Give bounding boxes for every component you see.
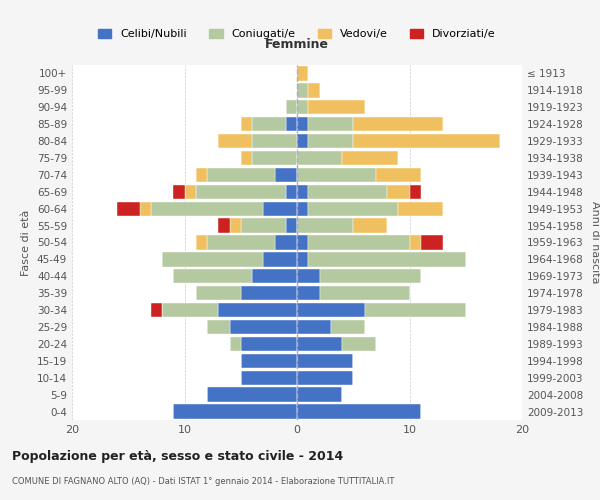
Bar	[308, 100, 365, 114]
Bar	[117, 202, 139, 216]
Bar	[297, 218, 353, 233]
Bar	[218, 134, 252, 148]
Bar	[275, 236, 297, 250]
Bar	[241, 354, 297, 368]
Bar	[297, 100, 308, 114]
Bar	[286, 218, 297, 233]
Bar	[207, 388, 297, 402]
Text: COMUNE DI FAGNANO ALTO (AQ) - Dati ISTAT 1° gennaio 2014 - Elaborazione TUTTITAL: COMUNE DI FAGNANO ALTO (AQ) - Dati ISTAT…	[12, 478, 394, 486]
Bar	[297, 66, 308, 80]
Bar	[173, 269, 252, 283]
Bar	[297, 202, 308, 216]
Bar	[275, 168, 297, 182]
Bar	[185, 184, 196, 199]
Bar	[331, 320, 365, 334]
Bar	[297, 370, 353, 385]
Bar	[409, 184, 421, 199]
Bar	[207, 320, 229, 334]
Bar	[241, 336, 297, 351]
Bar	[308, 236, 409, 250]
Bar	[218, 218, 229, 233]
Bar	[241, 286, 297, 300]
Legend: Celibi/Nubili, Coniugati/e, Vedovi/e, Divorziati/e: Celibi/Nubili, Coniugati/e, Vedovi/e, Di…	[94, 24, 500, 44]
Bar	[241, 218, 286, 233]
Bar	[252, 134, 297, 148]
Bar	[297, 286, 320, 300]
Bar	[320, 269, 421, 283]
Bar	[196, 286, 241, 300]
Bar	[252, 151, 297, 165]
Bar	[398, 202, 443, 216]
Bar	[229, 218, 241, 233]
Bar	[353, 134, 499, 148]
Bar	[229, 320, 297, 334]
Bar	[365, 303, 466, 318]
Bar	[342, 151, 398, 165]
Bar	[353, 117, 443, 132]
Bar	[196, 184, 286, 199]
Bar	[297, 151, 342, 165]
Bar	[241, 117, 252, 132]
Bar	[308, 184, 387, 199]
Bar	[196, 236, 207, 250]
Bar	[151, 303, 162, 318]
Bar	[297, 252, 308, 266]
Bar	[196, 168, 207, 182]
Bar	[207, 168, 275, 182]
Bar	[218, 303, 297, 318]
Bar	[297, 134, 308, 148]
Bar	[297, 404, 421, 418]
Bar	[297, 303, 365, 318]
Bar	[308, 83, 320, 98]
Y-axis label: Anni di nascita: Anni di nascita	[590, 201, 600, 284]
Bar	[297, 320, 331, 334]
Bar	[297, 83, 308, 98]
Bar	[162, 303, 218, 318]
Bar	[342, 336, 376, 351]
Bar	[297, 388, 342, 402]
Bar	[308, 252, 466, 266]
Text: Femmine: Femmine	[265, 38, 329, 51]
Bar	[151, 202, 263, 216]
Bar	[207, 236, 275, 250]
Bar	[241, 151, 252, 165]
Bar	[229, 336, 241, 351]
Bar	[252, 117, 286, 132]
Bar	[139, 202, 151, 216]
Bar	[252, 269, 297, 283]
Y-axis label: Fasce di età: Fasce di età	[22, 210, 31, 276]
Bar	[320, 286, 409, 300]
Bar	[241, 370, 297, 385]
Bar	[308, 202, 398, 216]
Bar	[353, 218, 387, 233]
Bar	[308, 134, 353, 148]
Bar	[173, 404, 297, 418]
Bar	[308, 117, 353, 132]
Bar	[263, 202, 297, 216]
Bar	[376, 168, 421, 182]
Bar	[297, 336, 342, 351]
Bar	[263, 252, 297, 266]
Bar	[297, 236, 308, 250]
Bar	[286, 100, 297, 114]
Bar	[173, 184, 185, 199]
Text: Popolazione per età, sesso e stato civile - 2014: Popolazione per età, sesso e stato civil…	[12, 450, 343, 463]
Bar	[387, 184, 409, 199]
Bar	[297, 117, 308, 132]
Bar	[297, 168, 376, 182]
Bar	[297, 269, 320, 283]
Bar	[409, 236, 421, 250]
Bar	[286, 184, 297, 199]
Bar	[162, 252, 263, 266]
Bar	[421, 236, 443, 250]
Bar	[297, 184, 308, 199]
Bar	[286, 117, 297, 132]
Bar	[297, 354, 353, 368]
